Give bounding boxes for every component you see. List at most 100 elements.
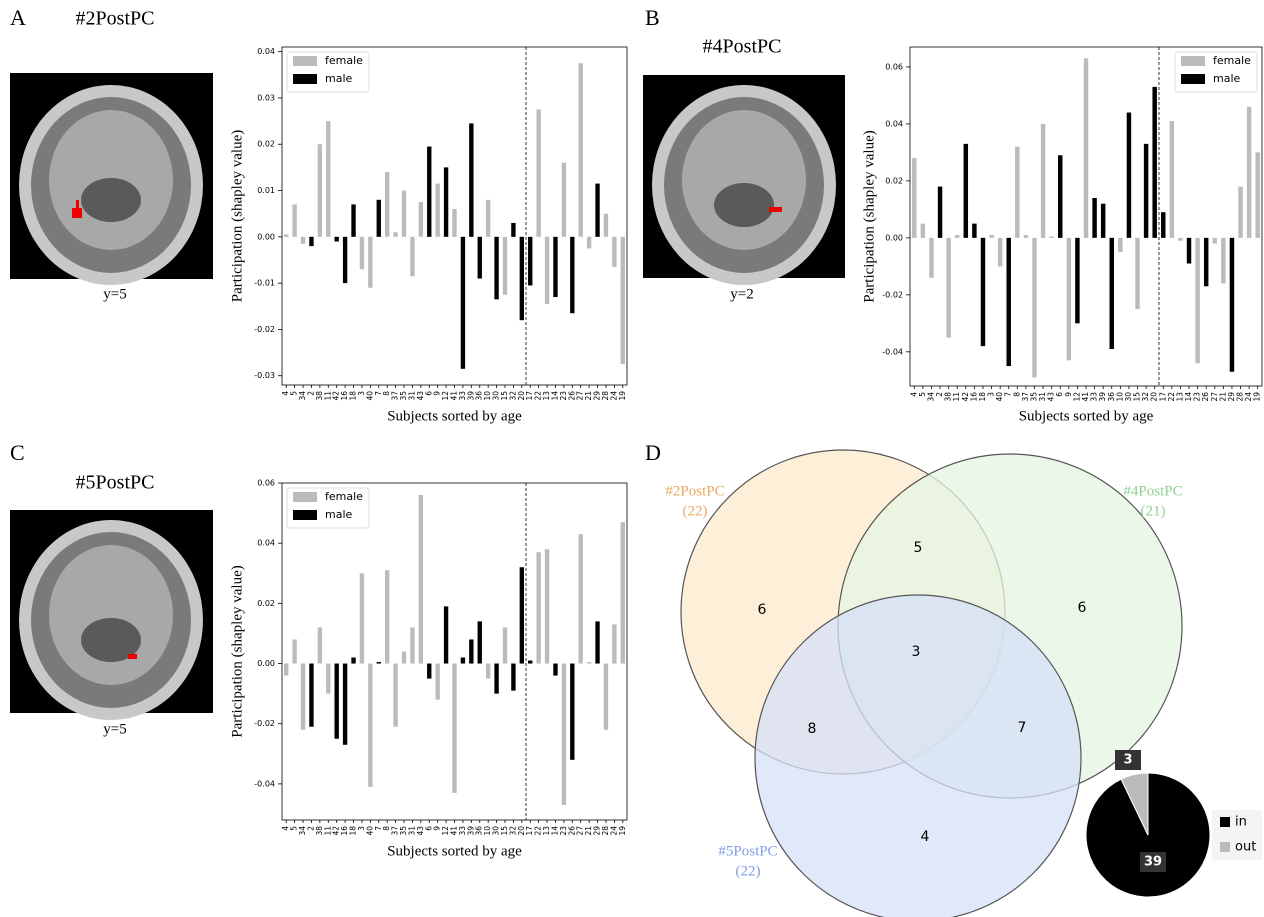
bar [478, 621, 482, 663]
bar [351, 658, 355, 664]
bar [1024, 235, 1028, 238]
bar [393, 232, 397, 237]
y-tick-label: 0.00 [885, 233, 903, 242]
x-tick-label: 19 [618, 826, 627, 836]
bar [419, 495, 423, 664]
bar [579, 534, 583, 663]
y-axis-label: Participation (shapley value) [229, 565, 245, 737]
y-axis-label: Participation (shapley value) [229, 130, 245, 302]
image-title: #5PostPC [76, 472, 155, 494]
bar [545, 237, 549, 304]
venn-set-name: #5PostPC [718, 843, 777, 859]
bar [419, 202, 423, 237]
bar [604, 664, 608, 730]
bar [536, 552, 540, 663]
bar [1006, 238, 1010, 366]
bar [309, 237, 313, 246]
legend-swatch [1220, 842, 1230, 852]
bar [587, 662, 591, 664]
bar [410, 237, 414, 276]
bar [360, 573, 364, 663]
bar [562, 163, 566, 237]
bar [912, 158, 916, 238]
venn-region-count: 8 [808, 721, 817, 737]
bar [1067, 238, 1071, 360]
bar [1127, 113, 1131, 238]
bar [469, 123, 473, 236]
bar [579, 63, 583, 237]
bar [511, 664, 515, 691]
bar [444, 606, 448, 663]
bar [494, 237, 498, 300]
bar [452, 664, 456, 793]
bar [998, 238, 1002, 266]
y-axis-label: Participation (shapley value) [861, 130, 877, 302]
legend-swatch [1181, 74, 1205, 84]
bar [427, 147, 431, 237]
bar [368, 237, 372, 288]
bar [587, 237, 591, 249]
bar [335, 237, 339, 242]
legend-label: female [1213, 54, 1251, 67]
bar [955, 235, 959, 238]
bar [452, 209, 456, 237]
bar [1187, 238, 1191, 264]
bar [318, 627, 322, 663]
bar [351, 204, 355, 236]
bar [292, 639, 296, 663]
venn-region-count: 7 [1018, 720, 1027, 736]
bar [1230, 238, 1234, 372]
bar [486, 664, 490, 679]
bar [536, 110, 540, 237]
y-tick-label: 0.01 [257, 186, 275, 195]
bar [503, 237, 507, 295]
figure: A#2PostPCy=5-0.03-0.02-0.010.000.010.020… [0, 0, 1264, 917]
image-title: #2PostPC [76, 8, 155, 30]
bar [553, 664, 557, 676]
venn-region-count: 6 [758, 602, 767, 618]
bar [989, 235, 993, 238]
bar [284, 664, 288, 676]
bar [604, 214, 608, 237]
legend-swatch [1181, 56, 1205, 66]
image-caption: y=2 [730, 286, 753, 302]
bar [292, 204, 296, 236]
bar [938, 187, 942, 238]
y-tick-label: -0.04 [254, 779, 275, 788]
image-caption: y=5 [103, 286, 126, 302]
bar [1255, 152, 1259, 237]
bar [435, 664, 439, 700]
y-tick-label: -0.02 [254, 325, 275, 334]
bar [1161, 212, 1165, 238]
pie-value-label: 39 [1144, 855, 1162, 870]
bar [385, 570, 389, 663]
bar [335, 664, 339, 739]
y-tick-label: 0.06 [257, 479, 275, 488]
bar [301, 664, 305, 730]
legend-swatch [293, 56, 317, 66]
bar [621, 522, 625, 663]
y-tick-label: 0.03 [257, 93, 275, 102]
y-tick-label: 0.00 [257, 659, 275, 668]
bar [469, 639, 473, 663]
bar [1213, 238, 1217, 244]
bar [1170, 121, 1174, 238]
image-caption: y=5 [103, 721, 126, 737]
legend-swatch [293, 492, 317, 502]
bar [621, 237, 625, 364]
x-tick-label: 19 [618, 391, 627, 401]
bar [1075, 238, 1079, 323]
bar [410, 627, 414, 663]
bar [377, 200, 381, 237]
bar [343, 237, 347, 283]
bar [478, 237, 482, 279]
bar [301, 237, 305, 244]
bar [1049, 236, 1053, 237]
bar [1221, 238, 1225, 284]
y-tick-label: 0.00 [257, 232, 275, 241]
x-axis-label: Subjects sorted by age [387, 408, 522, 424]
bar [1041, 124, 1045, 238]
y-tick-label: 0.06 [885, 62, 903, 71]
bar [1058, 155, 1062, 238]
bar [402, 191, 406, 237]
